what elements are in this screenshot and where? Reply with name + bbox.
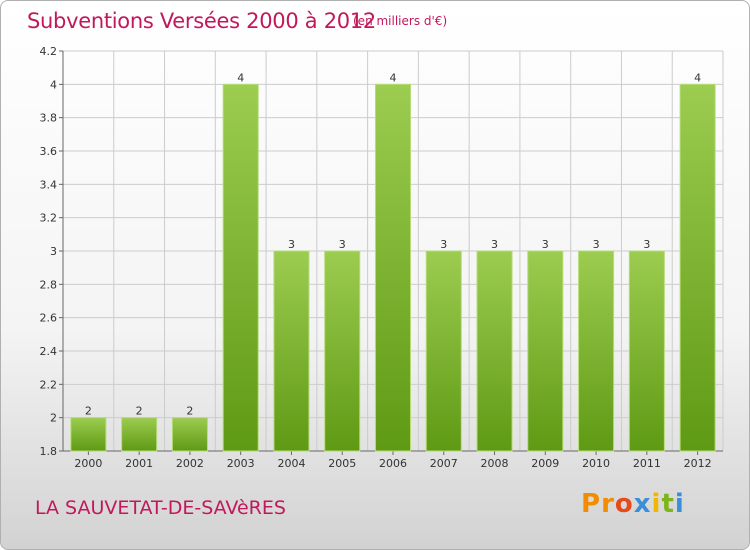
y-tick-label: 3.8 [40,112,58,125]
x-tick-label: 2003 [227,457,255,470]
bar-2004 [273,250,310,452]
data-label: 3 [643,238,650,251]
x-tick-label: 2002 [176,457,204,470]
y-tick-label: 3.4 [40,178,58,191]
y-tick-label: 3.2 [40,212,58,225]
data-label: 3 [339,238,346,251]
y-tick-label: 3.6 [40,145,58,158]
y-tick-label: 2.4 [40,345,58,358]
y-tick-label: 2.2 [40,378,58,391]
data-label: 2 [186,405,193,418]
y-tick-label: 2.8 [40,278,58,291]
data-label: 3 [288,238,295,251]
bar-2008 [476,250,513,452]
data-label: 2 [136,405,143,418]
bar-2001 [121,417,158,452]
bar-2002 [171,417,208,452]
x-tick-label: 2004 [277,457,305,470]
x-tick-label: 2012 [684,457,712,470]
y-tick-label: 4.2 [40,45,58,58]
x-tick-label: 2009 [531,457,559,470]
y-tick-label: 4 [50,78,57,91]
x-tick-label: 2007 [430,457,458,470]
data-label: 3 [491,238,498,251]
x-tick-label: 2008 [481,457,509,470]
labels: 1.8 2 2.2 2.4 2.6 2.8 3 3.2 3.4 3.6 3.8 4 4.2 2 2000 2 2… [40,45,712,470]
proxiti-logo[interactable]: Proxiti [581,489,685,519]
x-tick-label: 2001 [125,457,153,470]
x-tick-label: 2011 [633,457,661,470]
data-label: 3 [440,238,447,251]
bar-2010 [578,250,615,452]
data-label: 3 [542,238,549,251]
x-tick-label: 2005 [328,457,356,470]
chart-subtitle: (en milliers d'€) [353,14,448,28]
x-tick-label: 2010 [582,457,610,470]
bar-2007 [425,250,462,452]
data-label: 4 [237,71,244,84]
bar-2003 [222,83,259,452]
commune-name: LA SAUVETAT-DE-SAVèRES [35,497,286,519]
data-label: 4 [694,71,701,84]
data-label: 2 [85,405,92,418]
bar-2009 [527,250,564,452]
data-label: 4 [390,71,397,84]
bar-2005 [324,250,361,452]
bar-2012 [679,83,716,452]
bars [70,83,716,452]
y-tick-label: 3 [50,245,57,258]
bar-2000 [70,417,107,452]
x-tick-label: 2000 [74,457,102,470]
x-tick-label: 2006 [379,457,407,470]
bar-2006 [374,83,412,452]
chart-title: Subventions Versées 2000 à 2012 [27,9,376,33]
y-tick-label: 2 [50,412,57,425]
data-label: 3 [593,238,600,251]
bar-2011 [628,250,665,452]
y-tick-label: 1.8 [40,445,58,458]
y-tick-label: 2.6 [40,312,58,325]
